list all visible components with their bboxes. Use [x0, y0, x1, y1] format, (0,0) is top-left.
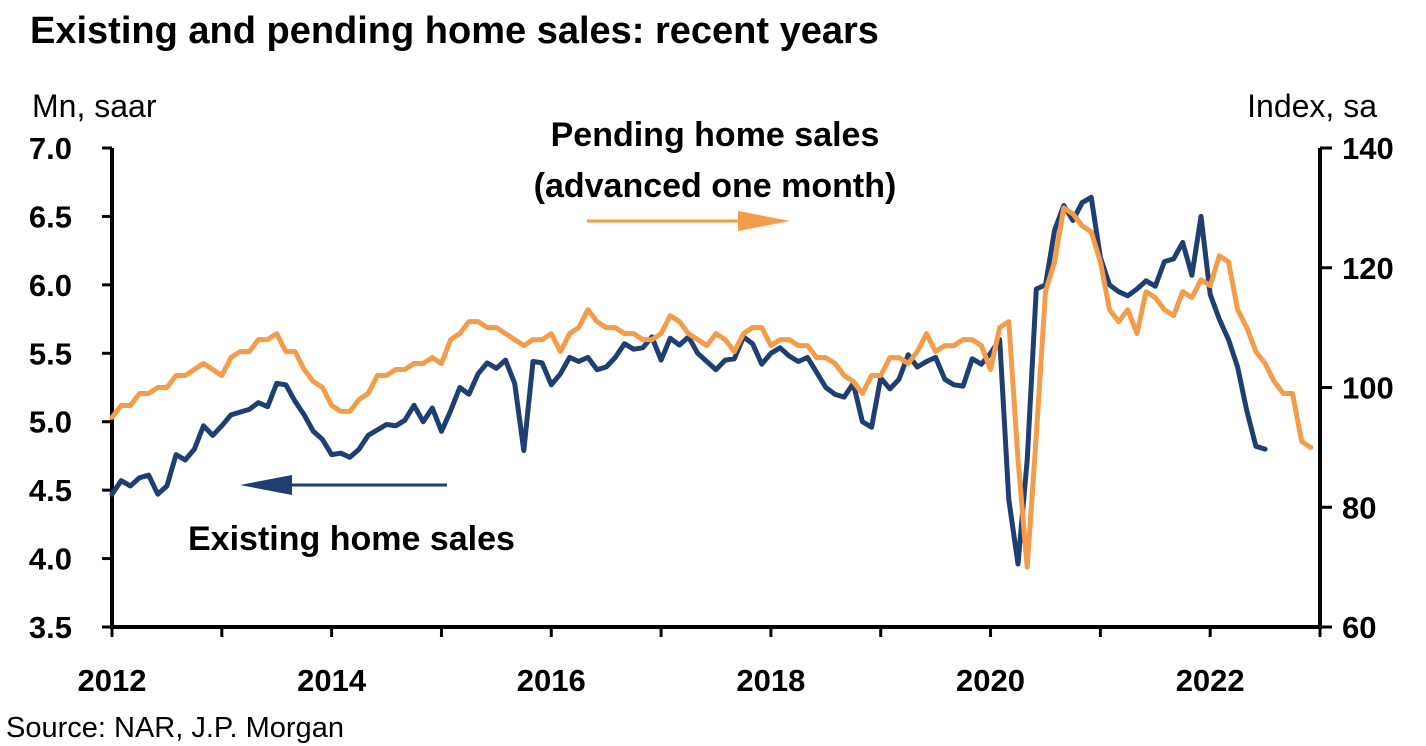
left-tick-label: 4.0	[29, 542, 72, 577]
left-axis-ticks: 3.5 4.0 4.5 5.0 5.5 6.0 6.5 7.0	[29, 131, 112, 645]
pending-annotation-line-2: (advanced one month)	[534, 167, 897, 205]
right-axis-ticks: 60 80 100 120 140	[1320, 131, 1394, 645]
pending-annotation-line-1: Pending home sales	[551, 116, 880, 154]
x-tick-label: 2018	[736, 663, 805, 698]
left-tick-label: 5.0	[29, 405, 72, 440]
pending-annotation: Pending home sales (advanced one month)	[534, 116, 897, 231]
x-tick-label: 2022	[1176, 663, 1245, 698]
chart-title: Existing and pending home sales: recent …	[30, 10, 879, 52]
x-tick-label: 2016	[517, 663, 586, 698]
x-tick-label: 2014	[297, 663, 367, 698]
existing-home-sales-line	[109, 194, 1268, 567]
right-arrow-icon	[738, 211, 790, 231]
existing-annotation: Existing home sales	[188, 475, 515, 558]
right-tick-label: 60	[1342, 610, 1376, 645]
right-tick-label: 100	[1342, 371, 1394, 406]
pending-home-sales-line	[109, 205, 1314, 570]
right-tick-label: 140	[1342, 131, 1394, 166]
left-tick-label: 7.0	[29, 131, 72, 166]
left-arrow-icon	[240, 475, 292, 495]
left-tick-label: 5.5	[29, 336, 72, 371]
left-axis-label: Mn, saar	[32, 88, 157, 124]
x-tick-label: 2020	[956, 663, 1025, 698]
left-tick-label: 6.0	[29, 268, 72, 303]
right-tick-label: 120	[1342, 251, 1394, 286]
left-tick-label: 6.5	[29, 199, 72, 234]
right-axis-label: Index, sa	[1247, 88, 1377, 124]
existing-annotation-label: Existing home sales	[188, 520, 515, 558]
left-tick-label: 3.5	[29, 610, 72, 645]
left-tick-label: 4.5	[29, 473, 72, 508]
x-tick-label: 2012	[78, 663, 147, 698]
series-layer	[109, 194, 1314, 570]
x-axis-ticks: 2012 2014 2016 2018 2020 2022	[78, 627, 1322, 698]
right-tick-label: 80	[1342, 490, 1376, 525]
source-note: Source: NAR, J.P. Morgan	[6, 712, 344, 744]
